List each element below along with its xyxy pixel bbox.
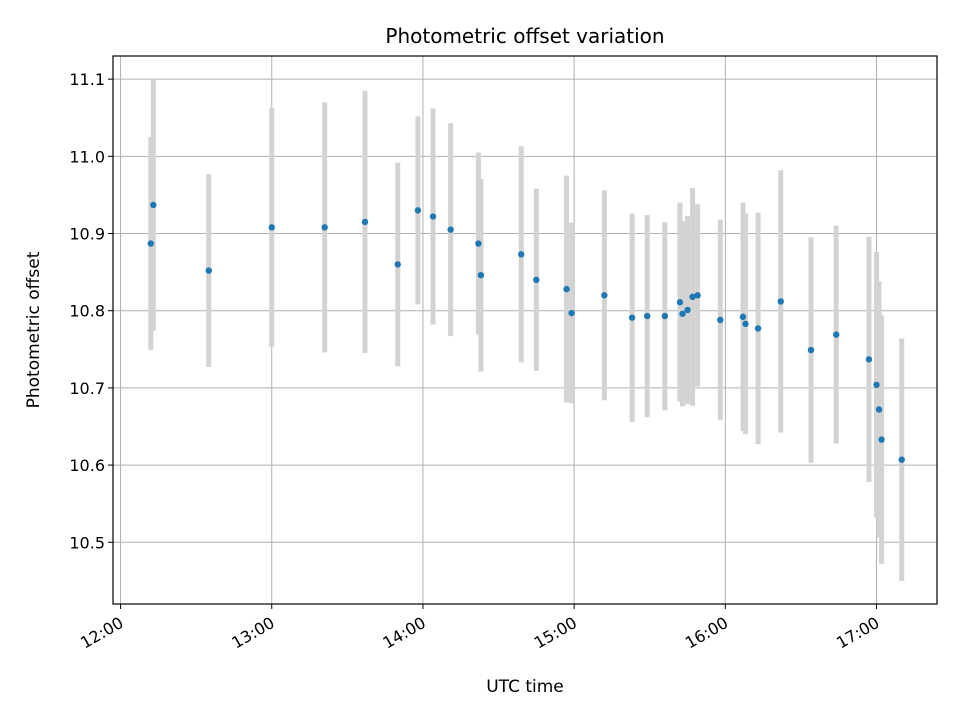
data-point [754,325,762,332]
x-tick-label: 16:00 [682,613,731,653]
data-point [475,240,482,247]
data-point [568,309,575,317]
data-point [150,201,157,209]
data-point [717,316,724,324]
plot-frame [112,55,938,605]
data-point [268,224,275,231]
x-axis-label: UTC time [486,677,564,697]
y-tick-label: 10.5 [69,533,105,552]
data-points [147,201,905,463]
data-point [414,207,422,214]
error-bars [148,79,905,581]
data-point [689,293,696,301]
data-point [447,226,454,233]
data-point [684,306,691,314]
data-point [833,331,840,338]
y-tick-label: 10.8 [69,302,105,321]
data-point [628,314,636,321]
data-point [361,218,369,226]
data-point [679,310,686,317]
data-point [563,285,570,293]
data-point [875,406,883,413]
data-point [601,292,608,299]
x-tick-label: 17:00 [833,613,882,653]
data-point [807,346,815,354]
chart-title: Photometric offset variation [385,24,664,48]
y-tick-label: 10.6 [69,456,105,475]
data-point [694,292,701,299]
y-axis-label: Photometric offset [24,251,44,408]
data-point [644,312,651,320]
y-tick-label: 10.9 [69,225,105,244]
data-point [205,267,212,274]
data-point [676,299,684,306]
y-tick-label: 11.1 [69,70,105,89]
data-point [742,320,749,328]
x-tick-label: 15:00 [531,613,580,653]
data-point [865,356,873,363]
data-point [777,298,784,305]
y-tick-label: 10.7 [69,379,105,398]
data-point [321,224,328,231]
x-tick-label: 13:00 [228,613,277,653]
data-point [394,261,401,268]
data-point [878,436,885,443]
data-point [429,213,437,220]
data-point [898,456,905,463]
data-point [533,276,540,284]
data-point [477,272,485,279]
data-point [873,381,880,388]
data-point [518,251,525,258]
data-point [661,312,669,320]
data-point [147,240,154,247]
x-tick-label: 12:00 [77,613,126,653]
data-point [739,313,747,321]
y-tick-label: 11.0 [69,147,105,166]
x-tick-label: 14:00 [380,613,429,653]
